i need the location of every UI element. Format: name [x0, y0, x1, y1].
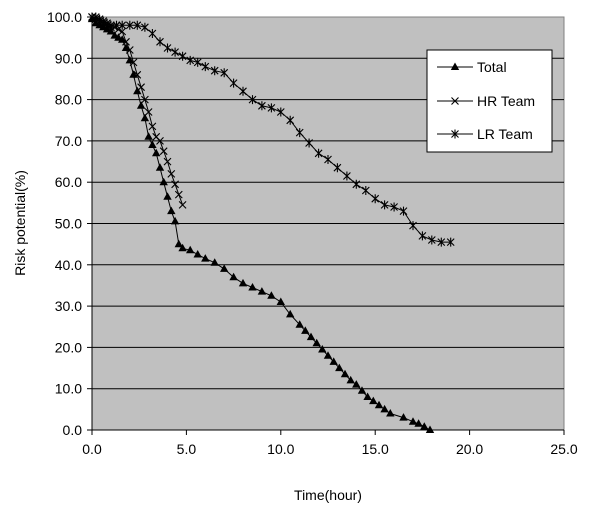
y-tick-label: 10.0	[55, 381, 82, 397]
axes	[87, 16, 565, 435]
x-tick-label: 25.0	[550, 441, 577, 457]
legend: Total HR Team LR Team	[426, 49, 553, 153]
series-lr-team	[87, 11, 455, 248]
legend-total-label: Total	[477, 59, 507, 75]
y-tick-label: 60.0	[55, 174, 82, 190]
y-tick-label: 30.0	[55, 298, 82, 314]
y-tick-label: 80.0	[55, 92, 82, 108]
series-total	[87, 14, 435, 433]
y-axis-label: Risk potential(%)	[12, 170, 28, 276]
x-tick-label: 15.0	[362, 441, 389, 457]
y-tick-label: 20.0	[55, 339, 82, 355]
y-tick-label: 50.0	[55, 216, 82, 232]
y-tick-label: 100.0	[47, 9, 82, 25]
y-tick-label: 70.0	[55, 133, 82, 149]
y-tick-labels: 0.0 10.0 20.0 30.0 40.0 50.0 60.0 70.0 80.0 90.0 1…	[47, 9, 82, 438]
y-tick-label: 40.0	[55, 257, 82, 273]
y-tick-label: 90.0	[55, 50, 82, 66]
legend-lr-label: LR Team	[477, 126, 533, 142]
series-layer	[87, 11, 455, 433]
x-tick-label: 5.0	[177, 441, 197, 457]
x-tick-label: 0.0	[82, 441, 102, 457]
legend-hr-label: HR Team	[477, 93, 535, 109]
x-axis-label: Time(hour)	[294, 487, 362, 503]
x-tick-labels: 0.0 5.0 10.0 15.0 20.0 25.0	[82, 441, 578, 457]
x-tick-label: 10.0	[267, 441, 294, 457]
x-tick-label: 20.0	[456, 441, 483, 457]
y-tick-label: 0.0	[63, 422, 83, 438]
